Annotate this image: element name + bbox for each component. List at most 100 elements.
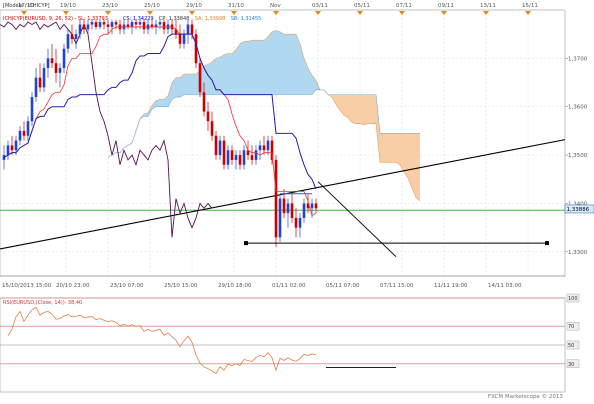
price-tick-label: 1,3600 [568,105,588,111]
candle-body [230,150,234,160]
time-axis-label: 07/11 15:00 [380,283,414,289]
candle-body [298,217,302,228]
rsi-title: RSI(EURUSD,(Close, 14)): 38,40 [3,300,82,306]
ichimoku-cloud-segment [356,94,360,124]
rsi-level-box [566,359,580,368]
candle-body [58,68,62,73]
ichimoku-cloud-segment [284,34,288,95]
period-marker [483,11,489,15]
legend-entry: CP: 1,33848 [159,16,189,22]
ichimoku-cloud-segment [380,133,384,163]
candle-body [30,97,34,122]
time-axis-label: 23/10 07:00 [110,283,144,289]
ichimoku-cloud-segment [412,133,416,198]
candle-body [126,24,130,27]
candle-body [138,22,142,25]
price-tick-label: 1,3400 [568,201,588,207]
period-marker [441,11,447,15]
candle-body [14,140,18,151]
candle-body [302,203,306,218]
ichimoku-cloud-segment [160,99,164,107]
ichimoku-cloud-segment [184,74,188,95]
top-date-label: 23/10 [102,3,118,9]
candle-body [310,203,314,209]
top-date-label: 29/10 [186,3,202,9]
candle-body [162,22,166,30]
legend-entry: SA: 1,33998 [195,16,226,22]
candle-body [114,22,118,25]
ichimoku-cloud-segment [172,77,176,100]
candle-body [202,92,206,112]
candle-body [66,34,70,49]
ichimoku-cloud-segment [384,133,388,163]
rsi-level-box [566,340,580,350]
candle-body [158,22,162,25]
candle-body [18,130,22,141]
time-axis-label: 14/11 03:00 [488,283,522,289]
ichimoku-cloud-segment [388,133,392,163]
ichimoku-cloud-segment [148,105,152,117]
period-marker [399,11,405,15]
ichimoku-cloud-segment [188,74,192,95]
ichimoku-cloud-segment [340,94,344,116]
ichimoku-cloud-segment [236,43,240,95]
top-date-label: 17/10 [18,3,34,9]
top-date-label: 07/11 [396,3,412,9]
ichimoku-cloud-segment [392,133,396,163]
period-marker [63,11,69,15]
ichimoku-cloud-segment [348,94,352,123]
ichimoku-cloud-segment [264,36,268,95]
candle-body [198,63,202,93]
ichimoku-cloud-segment [220,54,224,95]
candle-body [290,203,294,218]
candle-body [130,22,134,27]
price-tick-label: 1,3500 [568,153,588,159]
candle-body [278,198,282,238]
candle-body [62,48,66,69]
time-axis-label: 11/11 19:00 [434,283,468,289]
period-marker [525,11,531,15]
candle-body [22,130,26,136]
ichimoku-cloud-segment [276,30,280,95]
candle-body [174,29,178,35]
legend-entry: SB: 1,31455 [231,16,262,22]
ichimoku-cloud-segment [292,34,296,95]
period-marker [231,11,237,15]
candle-body [314,203,318,209]
candle-body [78,24,82,35]
time-axis-label: 25/10 15:00 [164,283,198,289]
rsi-level-label: 100 [568,296,578,302]
ichimoku-cloud-segment [260,40,264,95]
candle-body [134,22,138,25]
candle-body [110,22,114,27]
ichimoku-cloud-segment [336,94,340,111]
candle-body [234,155,238,160]
chikou-span-line [0,21,213,238]
legend-entry: ICHICYP(EURUSD, 9, 26, 52) - SL: 1,33793 [3,16,108,22]
ichimoku-cloud-segment [304,58,308,95]
period-marker [189,11,195,15]
ichimoku-cloud-segment [372,94,376,124]
candle-body [226,150,230,165]
ichimoku-cloud-segment [280,31,284,95]
candle-body [6,145,10,156]
top-date-label: 09/11 [438,3,454,9]
candle-body [262,145,266,151]
top-date-label: 19/10 [60,3,76,9]
candle-body [10,145,14,151]
period-marker [21,11,27,15]
ichimoku-cloud-segment [256,40,260,95]
top-date-label: 15/11 [522,3,538,9]
top-date-label: Nov [270,3,281,9]
ichimoku-cloud-segment [252,40,256,95]
ichimoku-cloud-segment [352,94,356,124]
candle-body [150,24,154,27]
price-tick-label: 1,3300 [568,250,588,256]
candle-body [206,111,210,122]
ichimoku-cloud-segment [156,99,160,107]
rsi-line [7,306,317,375]
ichimoku-cloud-segment [180,74,184,98]
senkou-span-a-line [107,30,421,202]
ichimoku-cloud-segment [376,94,380,163]
